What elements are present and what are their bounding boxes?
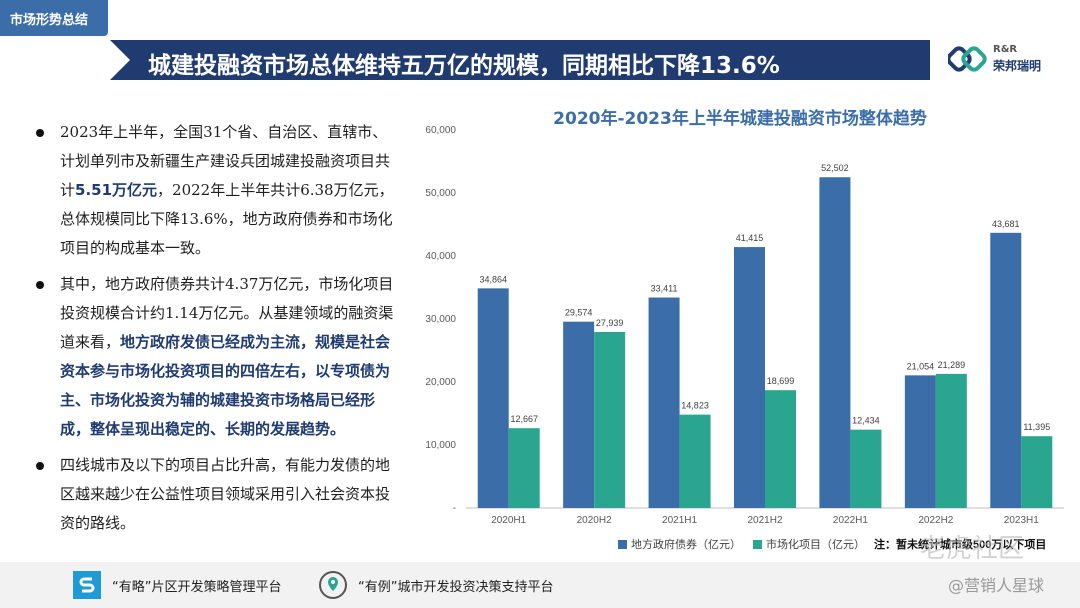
data-label: 21,054 xyxy=(907,361,935,371)
x-tick-label: 2020H2 xyxy=(577,515,612,526)
bullet-text: 2023年上半年，全国31个省、自治区、直辖市、计划单列市及新疆生产建设兵团城建… xyxy=(60,123,391,199)
data-label: 14,823 xyxy=(681,401,709,411)
data-label: 41,415 xyxy=(736,233,764,243)
bar xyxy=(765,390,796,508)
location-pin-icon xyxy=(319,571,347,599)
bullet-list: 2023年上半年，全国31个省、自治区、直辖市、计划单列市及新疆生产建设兵团城建… xyxy=(36,118,398,545)
x-tick-label: 2021H2 xyxy=(747,515,782,526)
bullet-dot xyxy=(36,281,44,289)
bullet-dot xyxy=(36,129,44,137)
y-tick-label: 50,000 xyxy=(425,188,456,199)
bar xyxy=(850,429,882,508)
bar-chart: - 10,000 20,000 30,000 40,000 50,000 60,000 202… xyxy=(425,125,1064,551)
chart: 2020年-2023年上半年城建投融资市场整体趋势 - 10,000 20,000 3… xyxy=(408,98,1072,560)
watermark-author: @营销人星球 xyxy=(948,576,1045,595)
bar xyxy=(935,373,967,508)
legend-label: 市场化项目（亿元） xyxy=(766,537,865,551)
bar xyxy=(563,321,595,508)
data-label: 21,289 xyxy=(938,360,966,370)
x-tick-label: 2022H2 xyxy=(918,515,953,526)
bar xyxy=(594,331,626,508)
bar xyxy=(734,247,765,508)
data-label: 43,681 xyxy=(992,219,1020,229)
bullet-text: 其中，地方政府债券共计4.37万亿元，市场化项目投资规模合计约1.14万亿元。从… xyxy=(60,275,394,351)
data-label: 12,434 xyxy=(852,416,880,426)
data-label: 33,411 xyxy=(651,284,678,294)
linked-rings-logo-icon xyxy=(948,46,987,72)
chart-title: 2020年-2023年上半年城建投融资市场整体趋势 xyxy=(553,109,927,129)
bar xyxy=(648,297,680,508)
data-label: 52,502 xyxy=(821,163,849,173)
bullet-text: 四线城市及以下的项目占比升高，有能力发债的地区越来越少在公益性项目领域采用引入社… xyxy=(60,456,391,532)
bar xyxy=(904,375,936,508)
footer-item-label: “有例”城市开发投资决策支持平台 xyxy=(358,579,554,595)
bar xyxy=(508,428,540,508)
page-title: 城建投融资市场总体维持五万亿的规模，同期相比下降13.6% xyxy=(148,53,780,79)
data-label: 29,574 xyxy=(565,308,593,318)
brand-en: R&R xyxy=(993,44,1018,55)
footer-item-youli[interactable]: “有例”城市开发投资决策支持平台 xyxy=(318,570,553,600)
bullet-item: 其中，地方政府债券共计4.37万亿元，市场化项目投资规模合计约1.14万亿元。从… xyxy=(36,270,398,444)
footer: “有略”片区开发策略管理平台 “有例”城市开发投资决策支持平台 xyxy=(0,562,1080,608)
brand-cn: 荣邦瑞明 xyxy=(993,59,1042,73)
bar xyxy=(819,177,851,508)
footer-item-label: “有略”片区开发策略管理平台 xyxy=(112,579,282,595)
legend-label: 地方政府债券（亿元） xyxy=(631,537,741,551)
y-tick-label: - xyxy=(453,503,456,514)
bullet-item: 四线城市及以下的项目占比升高，有能力发债的地区越来越少在公益性项目领域采用引入社… xyxy=(36,451,398,538)
bullet-dot xyxy=(36,462,44,470)
data-label: 11,395 xyxy=(1023,422,1050,432)
bar xyxy=(477,288,509,508)
bullet-highlight: 5.51万亿元 xyxy=(75,181,158,199)
footer-item-youlue[interactable]: “有略”片区开发策略管理平台 xyxy=(72,570,281,600)
bar xyxy=(990,232,1022,508)
watermark-tiger: 老虎社区 xyxy=(920,534,1025,564)
bullet-text: ，2022年上半年共计6.38万亿元，总体规模同比下降13.6%，地方政府债券和… xyxy=(60,181,394,257)
data-label: 12,667 xyxy=(510,414,538,424)
bullet-highlight: 地方政府发债已经成为主流，规模是社会资本参与市场化投资项目的四倍左右，以专项债为… xyxy=(60,333,391,438)
x-tick-label: 2022H1 xyxy=(833,515,868,526)
bar xyxy=(1021,436,1053,508)
y-tick-label: 40,000 xyxy=(425,251,456,262)
s-badge-icon xyxy=(73,571,101,599)
chart-note: 注：暂未统计城市级500万以下项目 xyxy=(874,537,1046,551)
x-tick-label: 2020H1 xyxy=(491,515,526,526)
y-tick-label: 20,000 xyxy=(425,377,456,388)
y-tick-label: 60,000 xyxy=(425,125,456,136)
y-tick-label: 10,000 xyxy=(425,440,456,451)
bar xyxy=(679,414,711,508)
data-label: 27,939 xyxy=(596,318,624,328)
brand-logo: R&R 荣邦瑞明 xyxy=(948,44,1068,76)
section-tag: 市场形势总结 xyxy=(0,0,108,36)
title-bar: 城建投融资市场总体维持五万亿的规模，同期相比下降13.6% xyxy=(110,40,930,80)
y-tick-label: 30,000 xyxy=(425,314,456,325)
x-tick-label: 2021H1 xyxy=(662,515,697,526)
x-tick-label: 2023H1 xyxy=(1004,515,1039,526)
legend-swatch xyxy=(618,540,627,549)
data-label: 18,699 xyxy=(767,376,795,386)
bullet-item: 2023年上半年，全国31个省、自治区、直辖市、计划单列市及新疆生产建设兵团城建… xyxy=(36,118,398,263)
data-label: 34,864 xyxy=(479,274,507,284)
legend-swatch xyxy=(753,540,762,549)
